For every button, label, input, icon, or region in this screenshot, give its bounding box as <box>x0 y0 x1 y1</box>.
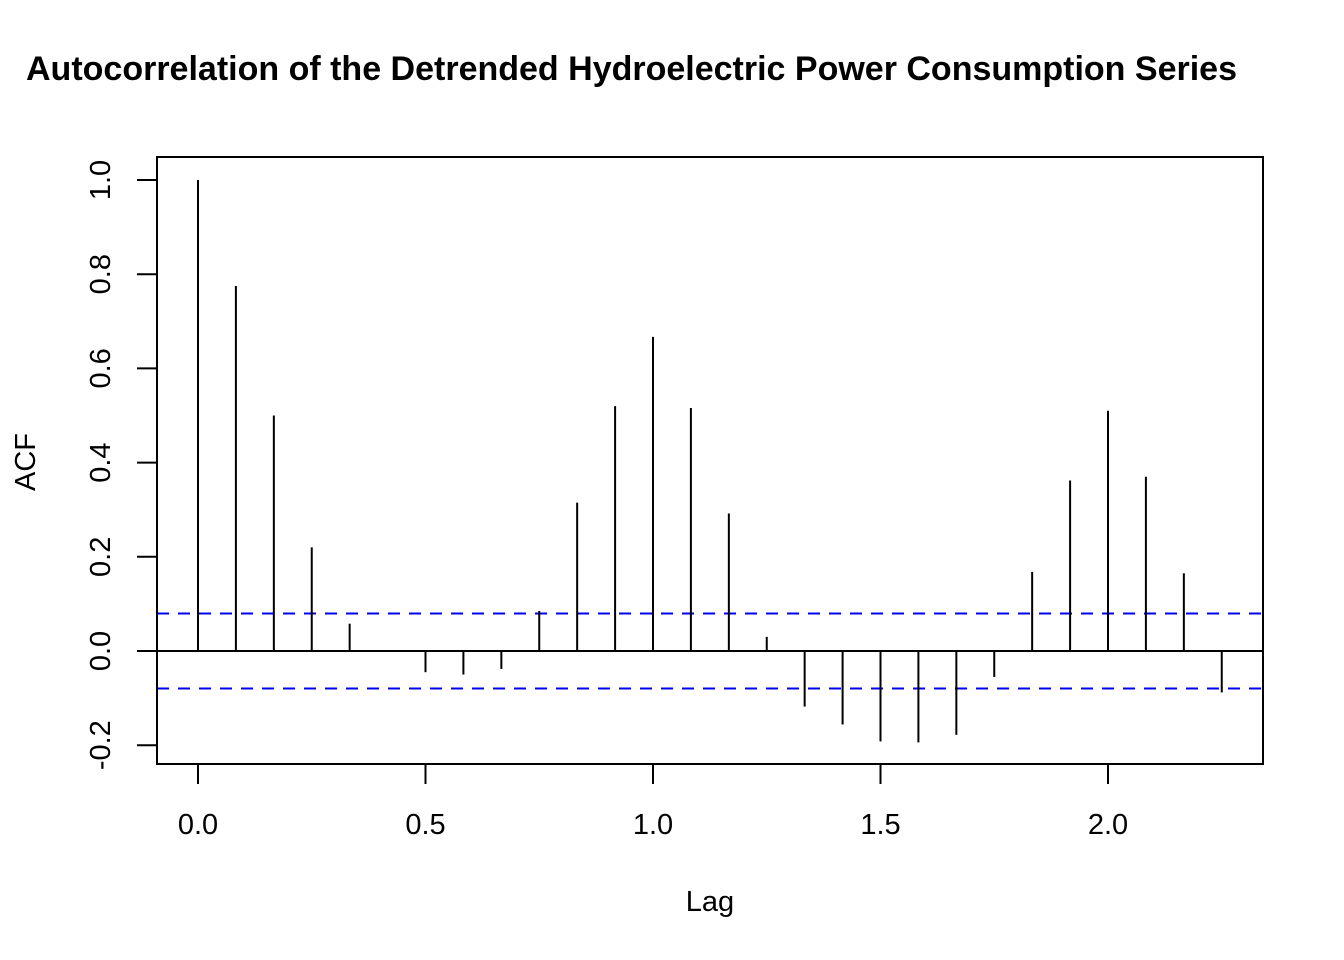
x-tick-label: 2.0 <box>1088 809 1128 841</box>
y-tick-label: 0.2 <box>85 537 117 577</box>
x-tick-label: 0.0 <box>178 809 218 841</box>
y-tick-label: 0.4 <box>85 442 117 482</box>
y-axis: -0.2 0.0 0.2 0.4 0.6 0.8 1.0 <box>85 160 158 770</box>
x-tick-label: 1.0 <box>633 809 673 841</box>
x-axis: 0.0 0.5 1.0 1.5 2.0 <box>178 763 1128 841</box>
y-tick-label: 0.0 <box>85 631 117 671</box>
x-axis-label: Lag <box>686 886 734 918</box>
y-axis-label: ACF <box>10 433 42 491</box>
x-tick-label: 0.5 <box>405 809 445 841</box>
y-tick-label: 1.0 <box>85 160 117 200</box>
y-tick-label: 0.6 <box>85 348 117 388</box>
acf-spikes <box>197 180 1223 743</box>
x-tick-label: 1.5 <box>860 809 900 841</box>
y-tick-label: -0.2 <box>85 720 117 770</box>
y-tick-label: 0.8 <box>85 254 117 294</box>
chart-title: Autocorrelation of the Detrended Hydroel… <box>26 50 1237 88</box>
plot-frame <box>156 156 1264 765</box>
